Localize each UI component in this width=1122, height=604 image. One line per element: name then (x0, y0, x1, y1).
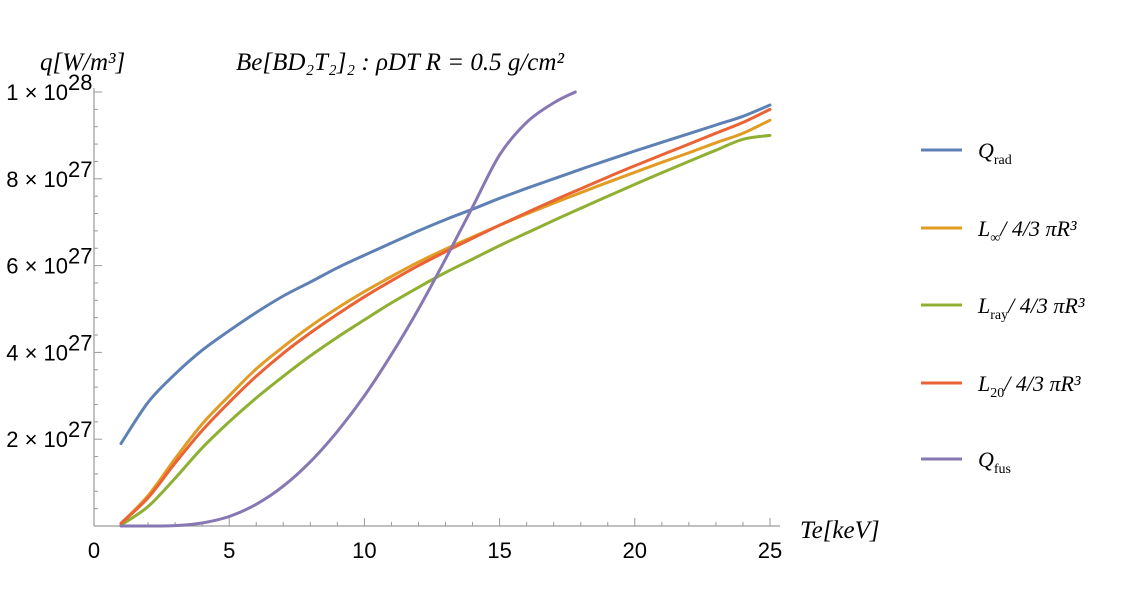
series-line-l-inf (119, 118, 772, 525)
y-tick-exponent: 27 (68, 417, 92, 442)
ticks: 0 5 10 15 20 252 × 10 274 × 10 276 × 10 278 × 10… (6, 70, 782, 563)
legend-item: L∞/ 4/3 πR³ (921, 216, 1077, 246)
series-line-q-rad (119, 103, 772, 445)
legend-item: Qrad (921, 138, 1012, 168)
legend-label: Qrad (978, 138, 1012, 168)
legend-item: Lray/ 4/3 πR³ (921, 293, 1085, 323)
series-line-l-ray (119, 133, 772, 527)
x-axis-label: Te[keV] (800, 517, 880, 544)
series-line-l-20 (119, 107, 772, 525)
y-tick-label: 1 × 10 (6, 80, 68, 105)
x-tick-label: 15 (487, 538, 511, 563)
y-tick-label: 6 × 10 (6, 254, 68, 279)
x-tick-label: 25 (758, 538, 782, 563)
y-tick-label: 2 × 10 (6, 427, 68, 452)
x-tick-label: 0 (88, 538, 100, 563)
y-tick-exponent: 27 (68, 330, 92, 355)
legend-label: Lray/ 4/3 πR³ (977, 293, 1085, 323)
legend-label: L20/ 4/3 πR³ (977, 371, 1081, 401)
y-tick-exponent: 27 (68, 244, 92, 269)
series-lines (119, 90, 772, 528)
chart-title: Be[BD₂T₂]₂ : ρDT R = 0.5 g/cm² (236, 49, 564, 76)
x-tick-label: 5 (223, 538, 235, 563)
axes (93, 88, 780, 527)
y-tick-exponent: 28 (68, 70, 92, 95)
legend: Qrad L∞/ 4/3 πR³ Lray/ 4/3 πR³ L20/ 4/3 πR³… (921, 138, 1085, 477)
legend-label: L∞/ 4/3 πR³ (977, 216, 1077, 246)
series-line-q-fus (119, 90, 577, 528)
y-tick-exponent: 27 (68, 157, 92, 182)
y-tick-label: 4 × 10 (6, 340, 68, 365)
legend-item: Qfus (921, 447, 1011, 477)
x-tick-label: 10 (352, 538, 376, 563)
legend-item: L20/ 4/3 πR³ (921, 371, 1081, 401)
y-tick-label: 8 × 10 (6, 167, 68, 192)
y-axis-label: q[W/m³] (40, 49, 125, 76)
x-tick-label: 20 (623, 538, 647, 563)
legend-label: Qfus (978, 447, 1011, 477)
